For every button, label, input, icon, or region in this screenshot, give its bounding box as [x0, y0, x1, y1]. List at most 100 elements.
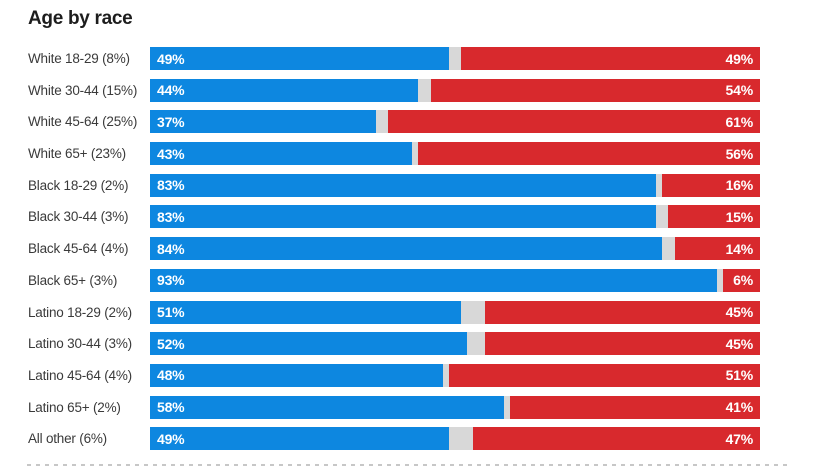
bar-track: 84% 14% [150, 237, 760, 261]
gray-gap-segment [461, 300, 486, 324]
chart-row: White 30-44 (15%) 44% 54% [0, 78, 819, 102]
gray-gap-segment [467, 332, 486, 356]
row-label: Black 30-44 (3%) [28, 209, 129, 225]
chart-row: Latino 65+ (2%) 58% 41% [0, 395, 819, 419]
row-label: Latino 18-29 (2%) [28, 304, 132, 320]
bar-track: 51% 45% [150, 300, 760, 324]
gray-gap-segment [448, 47, 462, 70]
blue-bar-segment: 58% [150, 395, 504, 419]
gray-gap-segment [412, 142, 419, 166]
blue-value-label: 43% [157, 145, 185, 162]
red-bar-segment: 14% [674, 237, 760, 261]
red-value-label: 49% [725, 50, 754, 67]
gray-gap-segment [662, 237, 675, 261]
row-label: White 18-29 (8%) [28, 51, 130, 66]
bar-track: 58% 41% [150, 395, 760, 419]
blue-bar-segment: 44% [150, 78, 419, 102]
red-value-label: 54% [725, 82, 754, 99]
blue-value-label: 58% [157, 399, 185, 416]
red-value-label: 51% [725, 367, 754, 384]
chart-row: Latino 30-44 (3%) 52% 45% [0, 332, 819, 356]
red-bar-segment: 45% [485, 300, 760, 324]
blue-bar-segment: 48% [150, 363, 443, 387]
red-bar-segment: 15% [668, 205, 760, 229]
chart-row: White 18-29 (8%) 49% 49% [0, 47, 819, 70]
row-label: Black 18-29 (2%) [28, 177, 129, 193]
gray-gap-segment [656, 205, 669, 229]
gray-gap-segment [442, 363, 449, 387]
row-label: White 30-44 (15%) [28, 82, 138, 98]
red-bar-segment: 16% [662, 173, 760, 197]
blue-bar-segment: 49% [150, 427, 449, 451]
chart-row: All other (6%) 49% 47% [0, 427, 819, 451]
red-bar-segment: 56% [418, 142, 760, 166]
red-bar-segment: 47% [473, 427, 760, 451]
red-bar-segment: 45% [485, 332, 760, 356]
bar-track: 93% 6% [150, 268, 760, 292]
chart-row: Black 65+ (3%) 93% 6% [0, 268, 819, 292]
red-value-label: 47% [725, 430, 754, 447]
bar-track: 83% 16% [150, 173, 760, 197]
blue-value-label: 51% [157, 304, 185, 320]
red-value-label: 14% [725, 240, 754, 257]
chart-row: Black 30-44 (3%) 83% 15% [0, 205, 819, 229]
red-value-label: 56% [725, 145, 754, 162]
blue-value-label: 48% [157, 367, 185, 384]
blue-value-label: 93% [157, 272, 185, 289]
gray-gap-segment [656, 173, 663, 197]
row-label: Black 45-64 (4%) [28, 241, 129, 257]
red-bar-segment: 61% [387, 110, 760, 134]
blue-bar-segment: 43% [150, 142, 413, 166]
blue-value-label: 84% [157, 240, 185, 257]
red-value-label: 16% [725, 177, 754, 194]
blue-bar-segment: 84% [150, 237, 663, 261]
red-value-label: 45% [725, 335, 754, 352]
dotted-divider [27, 464, 789, 466]
gray-gap-segment [418, 78, 431, 102]
blue-value-label: 44% [157, 82, 185, 99]
row-label: White 45-64 (25%) [28, 114, 138, 130]
bar-track: 43% 56% [150, 142, 760, 166]
chart-row: Latino 18-29 (2%) 51% 45% [0, 300, 819, 324]
blue-bar-segment: 51% [150, 300, 462, 324]
chart-row: Latino 45-64 (4%) 48% 51% [0, 363, 819, 387]
blue-value-label: 37% [157, 113, 185, 130]
row-label: Latino 30-44 (3%) [28, 336, 132, 352]
blue-value-label: 49% [157, 430, 185, 447]
row-label: Latino 65+ (2%) [28, 399, 121, 415]
chart-row: White 45-64 (25%) 37% 61% [0, 110, 819, 134]
blue-bar-segment: 49% [150, 47, 449, 70]
chart-row: Black 45-64 (4%) 84% 14% [0, 237, 819, 261]
gray-gap-segment [503, 395, 510, 419]
red-value-label: 15% [725, 208, 754, 225]
red-bar-segment: 51% [448, 363, 760, 387]
bar-track: 49% 47% [150, 427, 760, 451]
blue-bar-segment: 93% [150, 268, 718, 292]
blue-value-label: 52% [157, 335, 185, 352]
chart-title: Age by race [28, 8, 133, 29]
blue-bar-segment: 37% [150, 110, 376, 134]
row-label: All other (6%) [28, 431, 107, 447]
red-value-label: 6% [733, 272, 753, 289]
blue-bar-segment: 83% [150, 205, 657, 229]
red-value-label: 61% [725, 113, 754, 130]
gray-gap-segment [717, 268, 724, 292]
chart-rows: White 18-29 (8%) 49% 49% White 30-44 (15… [0, 47, 819, 459]
blue-value-label: 49% [157, 50, 185, 67]
gray-gap-segment [448, 427, 474, 451]
blue-bar-segment: 83% [150, 173, 657, 197]
gray-gap-segment [375, 110, 388, 134]
row-label: Latino 45-64 (4%) [28, 367, 132, 383]
bar-track: 49% 49% [150, 47, 760, 70]
red-value-label: 45% [725, 304, 754, 320]
red-bar-segment: 49% [461, 47, 760, 70]
red-value-label: 41% [725, 399, 754, 416]
blue-value-label: 83% [157, 177, 185, 194]
row-label: Black 65+ (3%) [28, 272, 118, 288]
bar-track: 52% 45% [150, 332, 760, 356]
chart-row: White 65+ (23%) 43% 56% [0, 142, 819, 166]
blue-bar-segment: 52% [150, 332, 468, 356]
red-bar-segment: 41% [509, 395, 760, 419]
row-label: White 65+ (23%) [28, 146, 126, 162]
